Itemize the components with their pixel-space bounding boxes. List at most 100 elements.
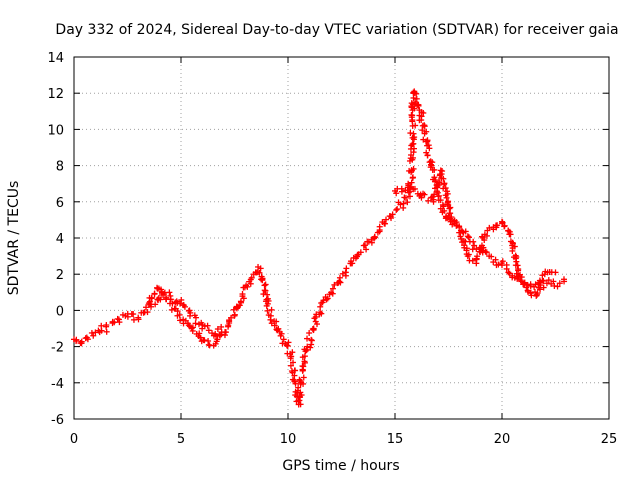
data-point-secondary xyxy=(506,231,513,238)
data-point xyxy=(469,246,476,253)
data-point xyxy=(111,319,118,326)
data-point-secondary xyxy=(494,222,501,229)
data-point-secondary xyxy=(456,229,463,236)
y-tick-label: -6 xyxy=(51,413,64,428)
data-point xyxy=(291,378,298,385)
data-point xyxy=(157,296,164,303)
data-point-secondary xyxy=(189,327,196,334)
data-point xyxy=(265,312,272,319)
data-point xyxy=(320,297,327,304)
data-point xyxy=(119,311,126,318)
data-point xyxy=(178,296,185,303)
data-point xyxy=(287,362,294,369)
data-point xyxy=(318,310,325,317)
data-point-secondary xyxy=(393,190,400,197)
x-tick-label: 5 xyxy=(177,432,185,447)
data-point xyxy=(287,355,294,362)
data-point-secondary xyxy=(469,257,476,264)
data-point-secondary xyxy=(447,204,454,211)
data-point xyxy=(509,274,516,281)
x-axis-label: GPS time / hours xyxy=(282,458,399,474)
data-point-secondary xyxy=(521,280,528,287)
data-point xyxy=(400,204,407,211)
data-point-secondary xyxy=(195,333,202,340)
data-point xyxy=(382,220,389,227)
data-point-secondary xyxy=(462,238,469,245)
data-point xyxy=(431,166,438,173)
y-tick-label: 14 xyxy=(47,51,64,66)
data-point xyxy=(103,328,110,335)
data-point xyxy=(273,318,280,325)
x-tick-label: 20 xyxy=(494,432,511,447)
data-point xyxy=(465,234,472,241)
chart-title: Day 332 of 2024, Sidereal Day-to-day VTE… xyxy=(55,22,618,38)
data-point xyxy=(92,329,99,336)
data-point xyxy=(262,281,269,288)
y-axis-tick-labels: -6 -4 -2 0 2 4 6 8 10 12 14 xyxy=(47,51,64,428)
data-point xyxy=(506,270,513,277)
data-point-secondary xyxy=(524,288,531,295)
data-point-secondary xyxy=(483,232,490,239)
data-point xyxy=(328,289,335,296)
data-point xyxy=(233,304,240,311)
data-point xyxy=(103,322,110,329)
data-point-secondary xyxy=(398,188,405,195)
data-point xyxy=(299,363,306,370)
data-point xyxy=(410,89,417,96)
grid-lines xyxy=(74,57,609,419)
data-point-secondary xyxy=(539,277,546,284)
data-point xyxy=(191,312,198,319)
data-point xyxy=(317,303,324,310)
data-point-secondary xyxy=(407,188,414,195)
data-point-secondary xyxy=(518,274,525,281)
y-tick-label: 0 xyxy=(56,304,64,319)
data-point xyxy=(205,327,212,334)
data-point-secondary xyxy=(221,332,228,339)
data-point xyxy=(284,342,291,349)
data-point-secondary xyxy=(213,338,220,345)
data-point xyxy=(336,274,343,281)
data-point-secondary xyxy=(473,255,480,262)
data-point xyxy=(288,368,295,375)
data-point xyxy=(201,323,208,330)
data-point-secondary xyxy=(479,234,486,241)
data-point xyxy=(273,326,280,333)
data-point xyxy=(308,337,315,344)
data-point xyxy=(306,330,313,337)
data-point xyxy=(228,314,235,321)
data-point xyxy=(143,304,150,311)
data-point xyxy=(214,326,221,333)
data-point-secondary xyxy=(486,224,493,231)
data-point xyxy=(498,260,505,267)
data-point xyxy=(124,313,131,320)
data-point-secondary xyxy=(222,329,229,336)
data-point xyxy=(419,127,426,134)
data-point xyxy=(424,137,431,144)
data-point xyxy=(394,206,401,213)
data-point-secondary xyxy=(465,251,472,258)
data-point xyxy=(285,339,292,346)
data-point xyxy=(257,265,264,272)
data-point-secondary xyxy=(169,300,176,307)
data-point xyxy=(408,142,415,149)
data-point xyxy=(411,134,418,141)
data-point xyxy=(548,280,555,287)
data-point xyxy=(231,311,238,318)
data-point xyxy=(471,242,478,249)
data-point xyxy=(290,359,297,366)
data-point-secondary xyxy=(431,191,438,198)
data-point xyxy=(364,238,371,245)
data-point xyxy=(140,309,147,316)
data-point xyxy=(488,253,495,260)
data-point xyxy=(393,207,400,214)
data-point-secondary xyxy=(201,337,208,344)
data-point xyxy=(247,276,254,283)
data-point xyxy=(409,112,416,119)
data-point xyxy=(267,316,274,323)
data-point xyxy=(297,389,304,396)
data-point xyxy=(439,209,446,216)
data-point xyxy=(84,336,91,343)
data-point xyxy=(404,199,411,206)
data-point-secondary xyxy=(509,247,516,254)
data-point-secondary xyxy=(443,194,450,201)
